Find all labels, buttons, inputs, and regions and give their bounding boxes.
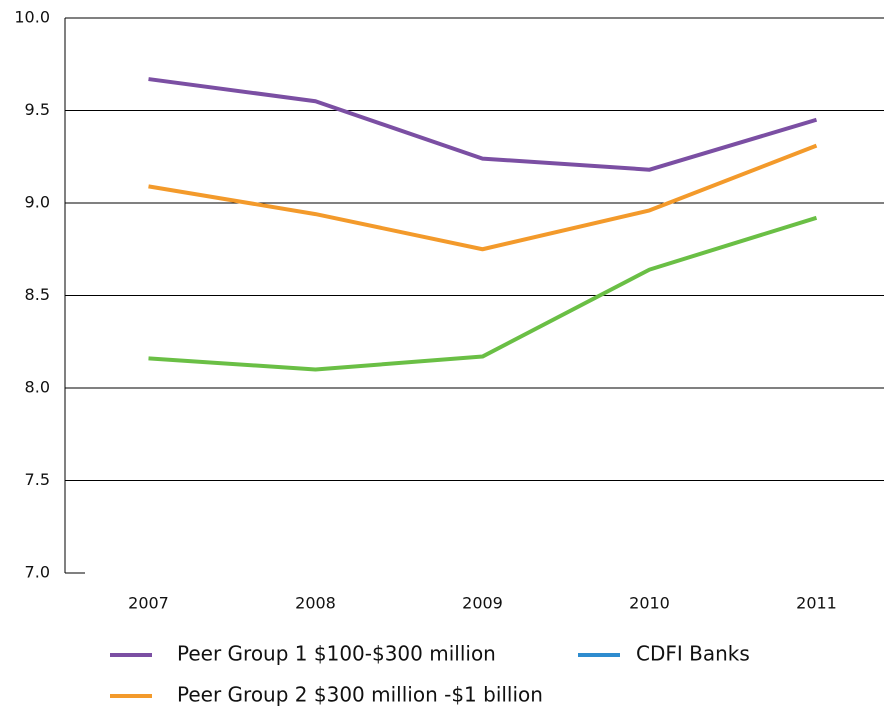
y-tick-label: 7.5 bbox=[25, 470, 50, 489]
y-tick-label: 9.0 bbox=[25, 193, 50, 212]
series-line bbox=[148, 77, 818, 172]
legend-label: Peer Group 1 $100-$300 million bbox=[177, 642, 496, 666]
legend-label: Peer Group 2 $300 million -$1 billion bbox=[177, 683, 543, 707]
x-tick-label: 2010 bbox=[629, 594, 670, 613]
legend-label: CDFI Banks bbox=[636, 642, 750, 666]
y-tick-label: 9.5 bbox=[25, 100, 50, 119]
x-tick-label: 2007 bbox=[128, 594, 169, 613]
series-line bbox=[148, 143, 818, 252]
y-tick-label: 8.5 bbox=[25, 285, 50, 304]
series-line bbox=[148, 215, 818, 372]
x-tick-label: 2011 bbox=[796, 594, 837, 613]
y-tick-label: 8.0 bbox=[25, 378, 50, 397]
x-tick-label: 2008 bbox=[295, 594, 336, 613]
y-tick-label: 7.0 bbox=[25, 563, 50, 582]
y-tick-label: 10.0 bbox=[14, 8, 50, 27]
x-tick-label: 2009 bbox=[462, 594, 503, 613]
